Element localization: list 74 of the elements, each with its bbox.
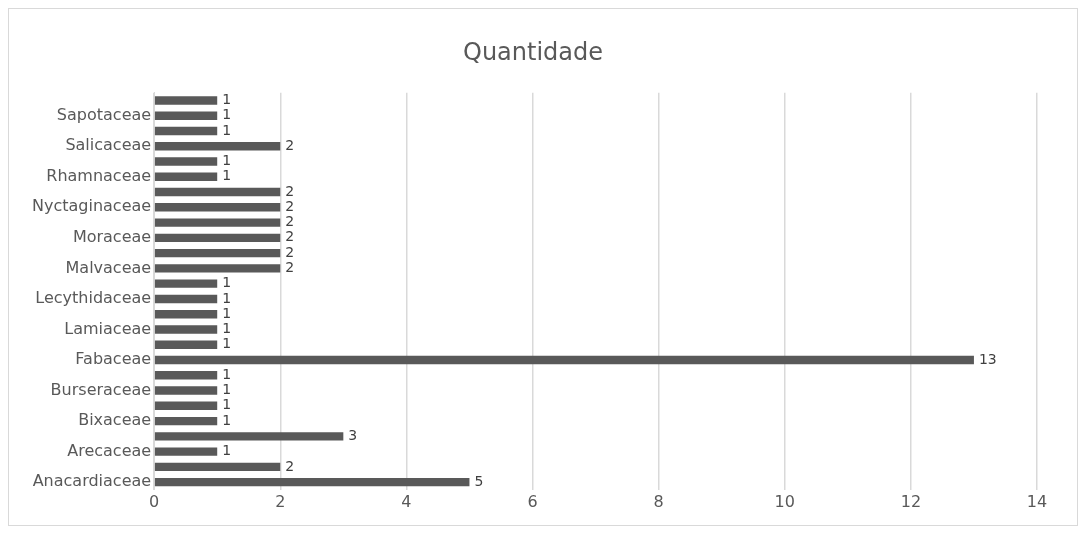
- data-label: 1: [222, 289, 232, 306]
- x-tick-label: 6: [527, 491, 538, 511]
- bar: [154, 432, 344, 441]
- data-label: 13: [978, 350, 997, 367]
- y-tick-label: Nyctaginaceae: [31, 196, 152, 216]
- bar: [154, 340, 218, 349]
- data-label: 1: [222, 304, 232, 321]
- data-label: 1: [222, 320, 232, 337]
- y-tick-label: Rhamnaceae: [46, 165, 152, 185]
- y-tick-label: Arecaceae: [67, 440, 152, 460]
- bar: [154, 142, 281, 151]
- data-label: 2: [285, 182, 295, 199]
- x-tick-label: 0: [149, 491, 160, 511]
- data-label: 1: [222, 274, 232, 291]
- data-label: 2: [285, 136, 295, 153]
- y-tick-label: Lecythidaceae: [35, 288, 152, 308]
- data-label: 1: [222, 411, 232, 428]
- bar: [154, 126, 218, 136]
- y-tick-label: Anacardiaceae: [32, 471, 152, 491]
- data-label: 1: [222, 121, 232, 138]
- x-tick-label: 8: [653, 491, 664, 511]
- data-label: 1: [222, 381, 232, 398]
- y-tick-label: Moraceae: [72, 227, 152, 247]
- data-label: 1: [222, 396, 232, 413]
- data-label: 2: [285, 228, 295, 245]
- data-label: 1: [222, 106, 232, 123]
- data-label: 5: [474, 472, 484, 489]
- bar: [154, 386, 218, 395]
- y-tick-label: Bixaceae: [78, 410, 152, 430]
- bar: [154, 355, 974, 365]
- data-label: 2: [285, 457, 295, 474]
- x-tick-label: 14: [1026, 491, 1048, 511]
- y-tick-label: Fabaceae: [75, 349, 152, 369]
- data-label: 3: [348, 427, 358, 443]
- y-tick-label: Sapotaceae: [56, 104, 152, 124]
- bar: [154, 218, 281, 227]
- y-tick-label: Lamiaceae: [64, 318, 152, 338]
- data-label: 1: [222, 152, 232, 169]
- data-label: 1: [222, 91, 232, 108]
- data-label: 2: [285, 243, 295, 260]
- bar: [154, 310, 218, 319]
- data-label: 1: [222, 365, 232, 382]
- data-label: 2: [285, 213, 295, 230]
- data-label: 1: [222, 335, 232, 352]
- bar: [154, 416, 218, 426]
- chart-title: Quantidade: [462, 37, 604, 66]
- bar: [154, 172, 218, 181]
- bar: [154, 157, 218, 166]
- bar: [154, 462, 281, 472]
- bar: [154, 233, 281, 243]
- bar: [154, 325, 218, 334]
- bar: [154, 187, 281, 197]
- bar: [154, 248, 281, 258]
- bar: [154, 279, 218, 288]
- bar: [154, 96, 218, 105]
- y-tick-label: Salicaceae: [65, 135, 152, 155]
- x-tick-label: 12: [900, 491, 922, 511]
- bar: [154, 264, 281, 273]
- data-label: 2: [285, 197, 295, 214]
- y-tick-label: Malvaceae: [65, 257, 152, 277]
- bar: [154, 401, 218, 411]
- bar: [154, 294, 218, 304]
- bar: [154, 371, 218, 380]
- bar: [154, 111, 218, 120]
- x-tick-label: 2: [275, 491, 286, 511]
- data-label: 2: [285, 259, 295, 276]
- bar: [154, 447, 218, 456]
- x-tick-label: 4: [401, 491, 412, 511]
- data-label: 1: [222, 167, 232, 184]
- bar: [154, 477, 470, 487]
- data-label: 1: [222, 442, 232, 459]
- bar: [154, 203, 281, 212]
- y-tick-label: Burseraceae: [50, 379, 152, 399]
- x-tick-label: 10: [774, 491, 795, 511]
